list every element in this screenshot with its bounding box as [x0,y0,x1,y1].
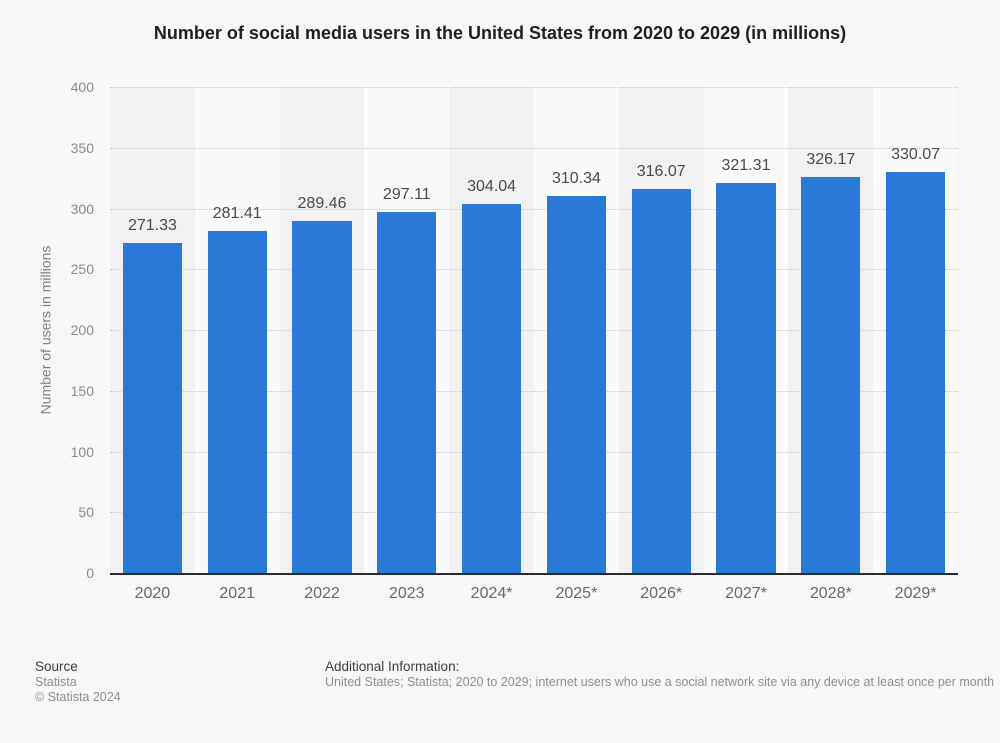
bar-value-label: 281.41 [212,205,262,223]
chart-column-2023: 297.11 2023 [364,87,450,602]
bar-2020 [122,243,183,573]
y-axis-tick-label: 400 [70,79,94,95]
gridline-400 [110,87,958,88]
x-axis-label: 2029* [894,585,937,602]
bar-value-label: 271.33 [127,217,177,235]
bar-value-label: 316.07 [636,162,686,180]
bar-2023 [377,212,437,573]
bar-2027 [716,182,776,573]
chart-column-2027: 321.31 2027* [703,87,789,602]
chart-column-2029: 330.07 2029* [873,87,958,602]
y-axis-tick-label: 200 [70,322,94,338]
additional-info-text: United States; Statista; 2020 to 2029; i… [325,675,995,689]
bar-value-label: 289.46 [297,195,347,213]
gridline-100 [110,451,958,453]
gridline-300 [110,208,958,210]
y-axis-tick-label: 250 [70,261,94,278]
chart-title: Number of social media users in the Unit… [153,23,847,43]
chart-column-2024: 304.04 2024* [449,87,534,602]
source-label: Source [35,659,78,674]
gridline-250 [110,269,958,271]
y-axis-tick-label: 300 [70,200,94,217]
bar-2022 [292,221,352,573]
x-axis-label: 2020 [134,585,171,602]
x-axis-label: 2026* [640,585,683,602]
footer-source-block: Source Statista © Statista 2024 [35,658,121,705]
y-axis-tick-label: 0 [86,565,94,581]
x-axis-label: 2025* [555,585,598,602]
x-axis-label: 2027* [725,585,767,602]
y-axis-tick-label: 350 [70,139,94,156]
bar-2028 [801,176,861,573]
x-axis-label: 2023 [388,585,425,602]
bar-value-label: 310.34 [551,169,601,187]
chart-column-2021: 281.41 2021 [194,87,280,602]
y-axis-tick-label: 100 [70,443,94,460]
gridline-150 [110,390,958,392]
plot-area: Number of users in millions 271.33 2020 28… [37,79,958,602]
bar-value-label: 321.31 [721,156,771,174]
chart-column-2025: 310.34 2025* [534,87,619,602]
chart-column-2026: 316.07 2026* [618,87,704,602]
y-axis-tick-label: 50 [78,504,94,521]
gridline-50 [110,512,958,514]
additional-info-label: Additional Information: [325,659,460,674]
y-axis-tick-label: 150 [70,382,94,399]
x-axis-label: 2021 [219,585,255,602]
bar-2029 [885,171,946,573]
footer-additional-info-block: Additional Information: United States; S… [325,658,1000,690]
chart-column-2020: 271.33 2020 [110,87,195,602]
gridline-350 [110,147,958,149]
x-axis-label: 2024* [470,585,513,602]
bar-2026 [631,188,691,573]
x-axis-label: 2028* [809,585,852,602]
bar-value-label: 330.07 [891,145,941,163]
x-axis-label: 2022 [304,585,340,602]
bar-2024 [461,203,522,573]
bar-value-label: 297.11 [382,186,431,204]
bar-2021 [207,231,267,573]
bar-value-label: 326.17 [806,150,856,168]
bar-value-label: 304.04 [467,177,517,195]
gridline-200 [110,330,958,331]
source-name: Statista [35,675,77,689]
copyright-notice: © Statista 2024 [35,690,121,704]
bar-2025 [546,195,607,573]
chart-column-2028: 326.17 2028* [788,87,874,602]
chart-column-2022: 289.46 2022 [279,87,365,602]
